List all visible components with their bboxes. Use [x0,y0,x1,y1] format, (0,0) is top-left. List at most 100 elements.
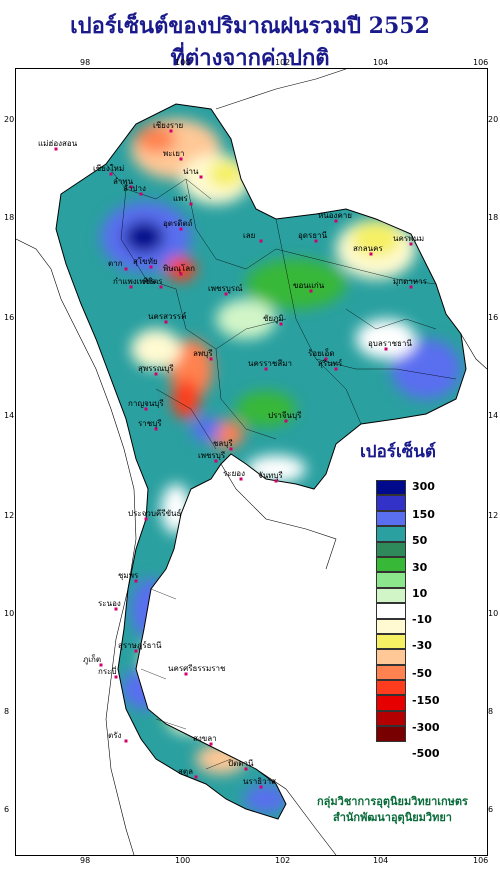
province-label: นครพนม [393,234,424,243]
province-label: ขอนแก่น [293,281,325,290]
legend-swatch [376,495,406,511]
y-tick-left: 8 [4,707,10,716]
y-tick-left: 10 [4,609,15,618]
map-subtitle: ที่ต่างจากค่าปกติ [170,45,330,71]
province-label: ตาก [108,259,123,268]
province-label: นครศรีธรรมราช [168,664,226,673]
x-tick-top: 106 [473,58,489,67]
station-marker [149,265,153,269]
legend-label: -300 [412,721,440,734]
y-tick-right: 12 [488,511,499,520]
station-marker [334,367,338,371]
station-marker [184,672,188,676]
y-tick-right: 20 [488,115,499,124]
legend-label: -500 [412,747,440,760]
province-label: สุราษฎร์ธานี [118,640,162,650]
station-marker [129,285,133,289]
station-marker [144,407,148,411]
province-label: จันทบุรี [258,471,284,480]
province-label: พิจิตร [143,277,163,286]
color-legend [376,480,406,742]
station-marker [154,427,158,431]
province-label: กระบี่ [98,665,117,676]
legend-swatch [376,572,406,588]
station-marker [129,185,133,189]
province-label: ระนอง [98,599,121,608]
station-marker [334,219,338,223]
y-tick-right: 14 [488,411,499,420]
station-marker [109,172,113,176]
station-marker [139,192,143,196]
legend-label: -10 [412,613,432,626]
station-marker [279,322,283,326]
province-label: มุกดาหาร [393,277,428,286]
province-label: สตูล [178,767,193,777]
legend-swatch [376,618,406,634]
legend-swatch [376,541,406,557]
station-marker [54,147,58,151]
province-label: ตรัง [108,731,121,740]
y-tick-right: 8 [488,707,494,716]
legend-swatch [376,587,406,604]
station-marker [179,157,183,161]
legend-label: 30 [412,561,428,574]
station-marker [369,252,373,256]
station-marker [229,447,233,451]
station-marker [209,357,213,361]
station-marker [214,459,218,463]
province-label: พิษณุโลก [163,263,195,273]
province-label: เลย [243,231,255,240]
y-tick-left: 20 [4,115,15,124]
station-marker [194,775,198,779]
legend-label: 150 [412,508,435,521]
province-label: ชัยภูมิ [263,314,284,324]
province-label: เพชรบุรี [198,451,226,460]
province-label: เชียงราย [153,121,183,130]
station-marker [209,742,213,746]
y-tick-left: 18 [4,213,15,222]
station-marker [314,239,318,243]
x-tick-top: 104 [373,58,389,67]
y-tick-left: 16 [4,313,15,322]
province-label: ภูเก็ต [83,654,101,665]
station-marker [384,347,388,351]
province-label: ปัตตานี [228,759,254,768]
province-label: น่าน [183,167,199,176]
legend-label: -50 [412,667,432,680]
province-label: กำแพงเพชร [113,277,155,286]
legend-swatch [376,710,406,727]
province-label: พะเยา [163,149,184,158]
legend-label: 10 [412,587,428,600]
province-label: ลำพูน [113,177,134,187]
y-tick-left: 12 [4,511,15,520]
province-label: ชลบุรี [213,439,233,448]
province-label: ชุมพร [118,571,139,580]
station-marker [284,419,288,423]
legend-swatch [376,556,406,573]
legend-label: -30 [412,639,432,652]
credit-line1: กลุ่มวิชาการอุตุนิยมวิทยาเกษตร [317,795,468,808]
legend-swatch [376,603,406,619]
province-label: เชียงใหม่ [93,164,124,173]
legend-swatch [376,726,406,742]
station-marker [244,767,248,771]
x-tick-top: 98 [80,58,91,67]
y-tick-right: 16 [488,313,499,322]
map-title: เปอร์เซ็นต์ของปริมาณฝนรวมปี 2552 [70,13,430,39]
y-tick-left: 6 [4,805,10,814]
station-marker [309,289,313,293]
y-tick-right: 18 [488,213,499,222]
station-marker [124,739,128,743]
legend-swatch [376,480,406,496]
station-marker [179,272,183,276]
x-tick-bottom: 102 [275,856,291,865]
station-marker [259,239,263,243]
province-label: อุบลราชธานี [368,339,412,348]
province-label: แพร่ [173,194,188,203]
station-marker [144,517,148,521]
province-label: สุรินทร์ [318,358,343,368]
station-marker [264,367,268,371]
station-marker [124,267,128,271]
station-marker [134,579,138,583]
